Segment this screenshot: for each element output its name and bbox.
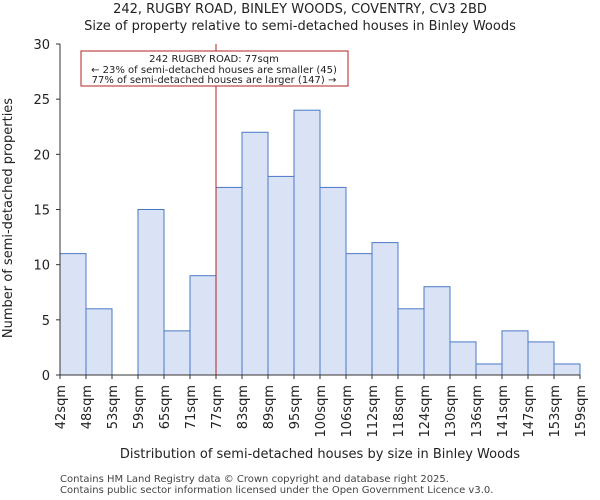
- histogram-bar-106sqm: [345, 253, 373, 376]
- histogram-bar-147sqm: [527, 341, 555, 376]
- x-tick-label: 124sqm: [418, 385, 433, 438]
- footer-licence: Contains public sector information licen…: [60, 485, 494, 496]
- histogram-bar-100sqm: [319, 186, 347, 376]
- x-tick-label: 141sqm: [496, 385, 511, 438]
- histogram-bar-153sqm: [553, 363, 581, 376]
- x-tick-label: 48sqm: [80, 385, 95, 429]
- histogram-bar-42sqm: [59, 253, 87, 376]
- histogram-bar-141sqm: [501, 330, 529, 376]
- x-tick-label: 159sqm: [574, 385, 589, 438]
- histogram-bar-83sqm: [241, 131, 269, 376]
- x-tick-label: 118sqm: [392, 385, 407, 438]
- x-tick-label: 147sqm: [522, 385, 537, 438]
- y-tick-label: 15: [33, 204, 50, 219]
- histogram-bar-124sqm: [423, 286, 451, 376]
- histogram-bar-130sqm: [449, 341, 477, 376]
- x-tick-label: 71sqm: [184, 385, 199, 429]
- x-tick-label: 136sqm: [470, 385, 485, 438]
- histogram-bar-112sqm: [371, 242, 399, 376]
- x-tick-label: 42sqm: [54, 385, 69, 429]
- chart-title: 242, RUGBY ROAD, BINLEY WOODS, COVENTRY,…: [113, 2, 487, 17]
- x-tick-label: 59sqm: [132, 385, 147, 429]
- x-tick-label: 130sqm: [444, 385, 459, 438]
- x-tick-label: 106sqm: [340, 385, 355, 438]
- y-axis-label: Number of semi-detached properties: [1, 98, 16, 338]
- x-tick-label: 83sqm: [236, 385, 251, 429]
- histogram-bar-65sqm: [163, 330, 191, 376]
- chart-subtitle: Size of property relative to semi-detach…: [84, 19, 516, 34]
- histogram-bar-89sqm: [267, 175, 295, 376]
- x-axis-label: Distribution of semi-detached houses by …: [120, 447, 520, 462]
- x-tick-label: 112sqm: [366, 385, 381, 438]
- histogram-bar-77sqm: [215, 186, 243, 376]
- histogram-bar-59sqm: [137, 209, 165, 376]
- histogram-bar-71sqm: [189, 275, 217, 376]
- x-tick-label: 65sqm: [158, 385, 173, 429]
- y-tick-label: 30: [33, 38, 50, 53]
- y-tick-label: 5: [42, 314, 50, 329]
- histogram-bar-136sqm: [475, 363, 503, 376]
- histogram-bar-95sqm: [293, 109, 321, 376]
- y-tick-label: 20: [33, 148, 50, 163]
- annotation-line-2: ← 23% of semi-detached houses are smalle…: [91, 65, 337, 76]
- y-tick-label: 10: [33, 259, 50, 274]
- x-tick-label: 100sqm: [314, 385, 329, 438]
- annotation-line-1: 242 RUGBY ROAD: 77sqm: [149, 54, 279, 65]
- x-tick-label: 153sqm: [548, 385, 563, 438]
- footer-copyright: Contains HM Land Registry data © Crown c…: [60, 474, 449, 485]
- annotation-box: [80, 50, 349, 87]
- x-tick-label: 53sqm: [106, 385, 121, 429]
- y-tick-label: 0: [42, 369, 50, 384]
- histogram-bar-48sqm: [85, 308, 113, 376]
- x-tick-label: 89sqm: [262, 385, 277, 429]
- annotation-line-3: 77% of semi-detached houses are larger (…: [92, 75, 337, 86]
- x-tick-label: 95sqm: [288, 385, 303, 429]
- histogram-bar-118sqm: [397, 308, 425, 376]
- x-tick-label: 77sqm: [210, 385, 225, 429]
- y-tick-label: 25: [33, 93, 50, 108]
